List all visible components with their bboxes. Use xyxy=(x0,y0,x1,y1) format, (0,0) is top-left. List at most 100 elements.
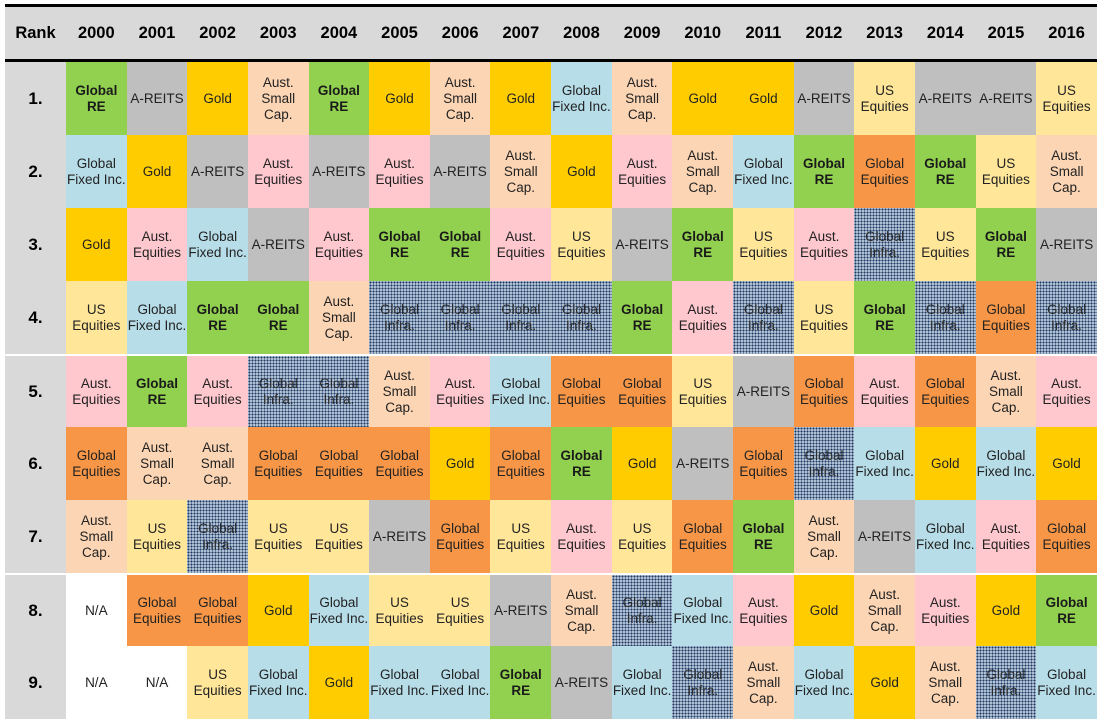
asset-cell-globalequities: Global Equities xyxy=(429,500,491,573)
asset-cell-usequities: US Equities xyxy=(611,500,673,573)
asset-cell-globalre: Global RE xyxy=(854,281,915,354)
asset-cell-gold: Gold xyxy=(611,427,673,500)
asset-cell-gold: Gold xyxy=(975,575,1037,646)
asset-cell-smallcap: Aust. Small Cap. xyxy=(490,135,552,208)
asset-cell-globalre: Global RE xyxy=(793,135,855,208)
asset-cell-gold: Gold xyxy=(914,427,976,500)
asset-cell-gold: Gold xyxy=(733,62,794,135)
asset-cell-ausequities: Aust. Equities xyxy=(429,356,491,427)
asset-cell-globalre: Global RE xyxy=(733,500,794,573)
asset-cell-ausequities: Aust. Equities xyxy=(247,135,309,208)
asset-cell-globalre: Global RE xyxy=(914,135,976,208)
asset-cell-ausequities: Aust. Equities xyxy=(490,208,552,281)
asset-cell-ausequities: Aust. Equities xyxy=(854,356,915,427)
year-header: 2016 xyxy=(1048,23,1085,42)
rank-header: Rank xyxy=(15,23,56,42)
asset-cell-gold: Gold xyxy=(369,62,430,135)
asset-cell-smallcap: Aust. Small Cap. xyxy=(975,356,1037,427)
asset-cell-gold: Gold xyxy=(1036,427,1097,500)
table-row: 2. Global Fixed Inc. Gold A-REITS Aust. Equi… xyxy=(5,135,1097,208)
asset-cell-globalequities: Global Equities xyxy=(854,135,915,208)
asset-cell-ausequities: Aust. Equities xyxy=(369,135,430,208)
asset-cell-areits: A-REITS xyxy=(308,135,370,208)
asset-cell-usequities: US Equities xyxy=(551,208,612,281)
asset-cell-globalequities: Global Equities xyxy=(733,427,794,500)
asset-cell-fixedinc: Global Fixed Inc. xyxy=(66,135,127,208)
asset-cell-gold: Gold xyxy=(66,208,127,281)
asset-cell-globalequities: Global Equities xyxy=(126,575,188,646)
asset-cell-usequities: US Equities xyxy=(733,208,794,281)
year-header: 2012 xyxy=(805,23,843,42)
asset-cell-usequities: US Equities xyxy=(793,281,855,354)
asset-cell-fixedinc: Global Fixed Inc. xyxy=(914,500,976,573)
asset-cell-areits: A-REITS xyxy=(733,356,794,427)
asset-cell-gold: Gold xyxy=(126,135,188,208)
asset-cell-infra: Global Infra. xyxy=(914,281,976,354)
table-row: 6. Global Equities Aust. Small Cap. Aust. S… xyxy=(5,427,1097,500)
asset-cell-areits: A-REITS xyxy=(247,208,309,281)
asset-cell-globalre: Global RE xyxy=(247,281,309,354)
rank-label: 4. xyxy=(5,281,66,354)
asset-cell-smallcap: Aust. Small Cap. xyxy=(308,281,370,354)
asset-cell-fixedinc: Global Fixed Inc. xyxy=(854,427,915,500)
asset-cell-usequities: US Equities xyxy=(187,646,248,719)
asset-cell-fixedinc: Global Fixed Inc. xyxy=(369,646,430,719)
asset-cell-infra: Global Infra. xyxy=(672,646,734,719)
asset-cell-na: N/A xyxy=(66,575,127,646)
asset-cell-ausequities: Aust. Equities xyxy=(308,208,370,281)
asset-cell-fixedinc: Global Fixed Inc. xyxy=(551,62,612,135)
asset-cell-globalre: Global RE xyxy=(611,281,673,354)
asset-cell-gold: Gold xyxy=(247,575,309,646)
asset-cell-fixedinc: Global Fixed Inc. xyxy=(490,356,552,427)
year-header: 2004 xyxy=(320,23,358,42)
asset-cell-usequities: US Equities xyxy=(914,208,976,281)
rank-label: 2. xyxy=(5,135,66,208)
asset-cell-usequities: US Equities xyxy=(490,500,552,573)
asset-cell-fixedinc: Global Fixed Inc. xyxy=(308,575,370,646)
asset-cell-globalre: Global RE xyxy=(1036,575,1097,646)
asset-cell-infra: Global Infra. xyxy=(733,281,794,354)
asset-cell-smallcap: Aust. Small Cap. xyxy=(247,62,309,135)
asset-cell-ausequities: Aust. Equities xyxy=(187,356,248,427)
year-header: 2008 xyxy=(563,23,600,42)
asset-cell-smallcap: Aust. Small Cap. xyxy=(854,575,915,646)
asset-cell-ausequities: Aust. Equities xyxy=(126,208,188,281)
asset-cell-infra: Global Infra. xyxy=(429,281,491,354)
asset-cell-ausequities: Aust. Equities xyxy=(66,356,127,427)
year-header: 2011 xyxy=(745,23,782,42)
asset-cell-smallcap: Aust. Small Cap. xyxy=(429,62,491,135)
asset-cell-smallcap: Aust. Small Cap. xyxy=(672,135,734,208)
asset-cell-globalequities: Global Equities xyxy=(490,427,552,500)
asset-cell-infra: Global Infra. xyxy=(793,427,855,500)
asset-cell-infra: Global Infra. xyxy=(247,356,309,427)
asset-cell-globalequities: Global Equities xyxy=(1036,500,1097,573)
asset-cell-ausequities: Aust. Equities xyxy=(611,135,673,208)
year-header: 2010 xyxy=(684,23,722,42)
asset-cell-fixedinc: Global Fixed Inc. xyxy=(247,646,309,719)
asset-cell-fixedinc: Global Fixed Inc. xyxy=(611,646,673,719)
asset-cell-globalequities: Global Equities xyxy=(914,356,976,427)
asset-cell-areits: A-REITS xyxy=(975,62,1037,135)
asset-cell-infra: Global Infra. xyxy=(611,575,673,646)
asset-cell-globalequities: Global Equities xyxy=(672,500,734,573)
rank-label: 6. xyxy=(5,427,66,500)
asset-cell-globalequities: Global Equities xyxy=(611,356,673,427)
asset-cell-gold: Gold xyxy=(187,62,248,135)
asset-cell-globalre: Global RE xyxy=(66,62,127,135)
asset-cell-ausequities: Aust. Equities xyxy=(914,575,976,646)
asset-cell-globalequities: Global Equities xyxy=(551,356,612,427)
asset-cell-infra: Global Infra. xyxy=(1036,281,1097,354)
asset-cell-na: N/A xyxy=(66,646,127,719)
asset-cell-usequities: US Equities xyxy=(672,356,734,427)
asset-cell-areits: A-REITS xyxy=(126,62,188,135)
table-row: 3. Gold Aust. Equities Global Fixed Inc. A-R… xyxy=(5,208,1097,281)
asset-cell-areits: A-REITS xyxy=(672,427,734,500)
asset-cell-gold: Gold xyxy=(793,575,855,646)
asset-cell-globalequities: Global Equities xyxy=(369,427,430,500)
asset-cell-ausequities: Aust. Equities xyxy=(733,575,794,646)
asset-cell-globalre: Global RE xyxy=(551,427,612,500)
asset-cell-globalequities: Global Equities xyxy=(247,427,309,500)
asset-cell-ausequities: Aust. Equities xyxy=(1036,356,1097,427)
year-header: 2000 xyxy=(77,23,115,42)
year-header: 2013 xyxy=(866,23,903,42)
